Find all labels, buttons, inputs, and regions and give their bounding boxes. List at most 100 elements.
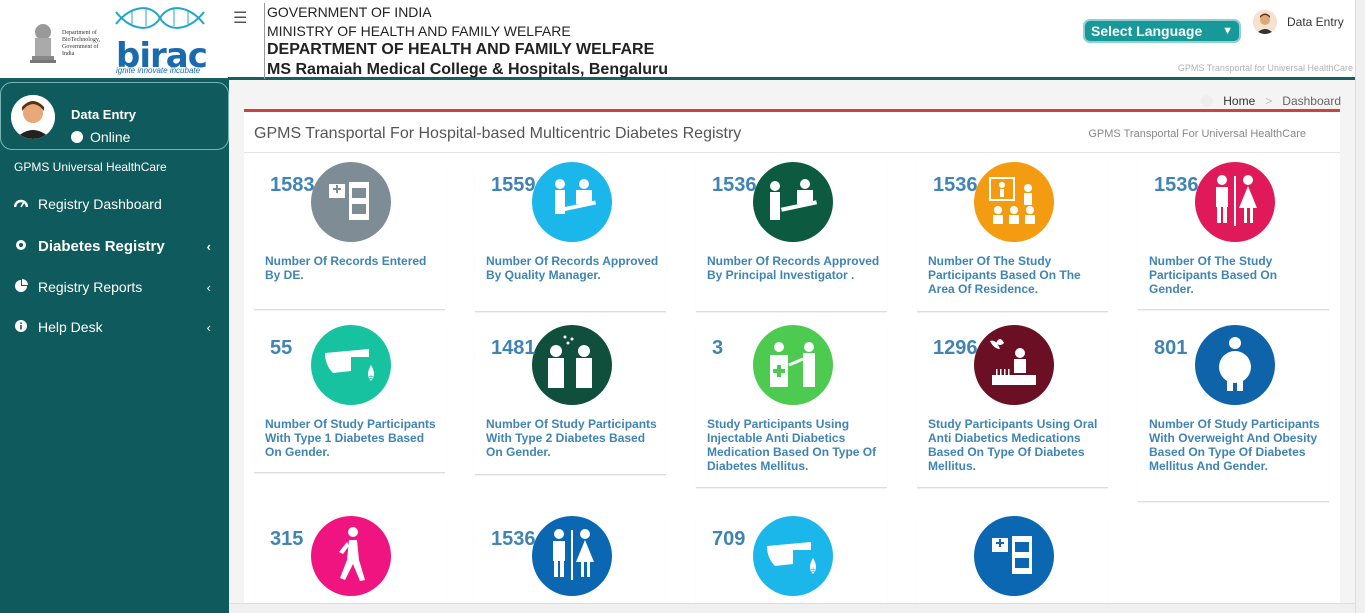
- stat-card-oral-medication[interactable]: 1296 Study Participants Using Oral Anti …: [917, 325, 1108, 488]
- dashboard-icon: [13, 197, 29, 212]
- breadcrumb-home[interactable]: Home: [1223, 94, 1256, 108]
- stat-card-type2-diabetes[interactable]: 1481 Number Of Study Participants With T…: [475, 325, 666, 475]
- chevron-left-icon: ‹: [206, 238, 211, 254]
- chevron-left-icon: ‹: [206, 319, 211, 335]
- emblem-caption: Department of BioTechnology, Government …: [62, 30, 101, 57]
- quality-manager-icon: [532, 162, 612, 242]
- stat-card-quality-manager[interactable]: 1559 Number Of Records Approved By Quali…: [475, 162, 666, 312]
- gear-icon: [14, 239, 28, 254]
- online-status: Online: [71, 129, 130, 145]
- vertical-scrollbar[interactable]: [1355, 0, 1365, 613]
- sidebar-item-label: Diabetes Registry: [38, 237, 165, 255]
- residence-icon: [974, 162, 1054, 242]
- sidebar-item-label: Registry Dashboard: [38, 196, 162, 212]
- birac-wordmark: birac: [116, 36, 208, 76]
- card-count: 1536: [712, 174, 757, 196]
- card-count: 1536: [933, 174, 978, 196]
- breadcrumb-current: Dashboard: [1282, 94, 1341, 108]
- national-emblem-icon: [30, 24, 56, 63]
- oral-medication-icon: [974, 325, 1054, 405]
- breadcrumb-separator: >: [1265, 94, 1273, 108]
- card-label: Number Of Study Participants With Overwe…: [1149, 417, 1320, 473]
- card-label: Number Of Study Participants With Type 1…: [265, 417, 436, 459]
- stat-card-glucose-test[interactable]: ± 709: [696, 516, 887, 613]
- stat-card-area-of-residence[interactable]: 1536 Number Of The Study Participants Ba…: [917, 162, 1108, 312]
- pie-chart-icon: [14, 279, 28, 295]
- card-count: 1536: [491, 528, 536, 550]
- home-icon: [1201, 95, 1214, 107]
- gov-line-2: MINISTRY OF HEALTH AND FAMILY WELFARE: [267, 23, 571, 39]
- gov-line-3: DEPARTMENT OF HEALTH AND FAMILY WELFARE: [267, 41, 655, 58]
- chevron-left-icon: ‹: [206, 279, 211, 295]
- stat-card-records-2[interactable]: [917, 516, 1108, 613]
- gender-icon: [1195, 162, 1275, 242]
- card-count: 55: [270, 337, 293, 359]
- profile-name: Data Entry: [71, 107, 137, 122]
- horizontal-scrollbar[interactable]: [229, 603, 1355, 613]
- status-dot-icon: [71, 131, 83, 143]
- user-menu[interactable]: Data Entry: [1253, 10, 1344, 34]
- panel-subtitle: GPMS Transportal For Universal HealthCar…: [1088, 128, 1306, 140]
- walking-icon: [311, 516, 391, 596]
- user-name: Data Entry: [1287, 15, 1344, 29]
- sidebar-profile: Data Entry Online: [0, 82, 229, 150]
- sidebar-item-help-desk[interactable]: Help Desk ‹: [0, 312, 229, 342]
- panel-title: GPMS Transportal For Hospital-based Mult…: [254, 125, 742, 142]
- stat-card-gender-2[interactable]: 1536: [475, 516, 666, 613]
- status-text: Online: [90, 129, 131, 145]
- card-count: 709: [712, 528, 746, 550]
- sidebar-item-diabetes-registry[interactable]: Diabetes Registry ‹: [0, 231, 229, 261]
- card-label: Number Of Records Approved By Quality Ma…: [486, 254, 659, 282]
- sidebar-org-name: GPMS Universal HealthCare: [14, 160, 167, 174]
- gov-line-4: MS Ramaiah Medical College & Hospitals, …: [267, 61, 668, 78]
- gov-line-1: GOVERNMENT OF INDIA: [267, 4, 432, 20]
- language-select[interactable]: Select Language ▼: [1083, 19, 1241, 43]
- card-label: Number Of Records Approved By Principal …: [707, 254, 880, 282]
- records-icon: [974, 516, 1054, 596]
- panel-divider: [244, 152, 1340, 153]
- type1-diabetes-icon: ±: [311, 325, 391, 405]
- card-label: Study Participants Using Injectable Anti…: [707, 417, 877, 473]
- stat-card-gender[interactable]: 1536 Number Of The Study Participants Ba…: [1138, 162, 1329, 310]
- government-title-block: GOVERNMENT OF INDIA MINISTRY OF HEALTH A…: [264, 3, 668, 79]
- card-count: 1481: [491, 337, 536, 359]
- sidebar-item-label: Help Desk: [38, 319, 103, 335]
- birac-tagline: ignite innovate incubate: [116, 66, 201, 75]
- chevron-down-icon: ▼: [1222, 25, 1233, 37]
- card-label: Number Of Study Participants With Type 2…: [486, 417, 657, 459]
- header-subtitle: GPMS Transportal for Universal HealthCar…: [1177, 63, 1353, 73]
- menu-toggle-icon[interactable]: ☰: [233, 10, 248, 27]
- stat-card-type1-diabetes[interactable]: ± 55 Number Of Study Participants With T…: [254, 325, 445, 473]
- language-select-label: Select Language: [1091, 23, 1203, 39]
- info-icon: [14, 319, 28, 335]
- stat-card-records-entered[interactable]: 1583 Number Of Records Entered By DE.: [254, 162, 445, 310]
- records-icon: [311, 162, 391, 242]
- stat-card-physical-activity[interactable]: 315: [254, 516, 445, 613]
- avatar: [11, 95, 55, 139]
- svg-text:±: ±: [810, 566, 816, 574]
- card-label: Study Participants Using Oral Anti Diabe…: [928, 417, 1098, 473]
- main-content: Home > Dashboard GPMS Transportal For Ho…: [229, 80, 1355, 613]
- injectable-icon: [753, 325, 833, 405]
- breadcrumb: Home > Dashboard: [1201, 94, 1341, 108]
- card-label: Number Of Records Entered By DE.: [265, 254, 427, 282]
- sidebar-item-registry-dashboard[interactable]: Registry Dashboard: [0, 189, 229, 219]
- card-label: Number Of The Study Participants Based O…: [1149, 254, 1278, 296]
- type2-diabetes-icon: [532, 325, 612, 405]
- card-count: 1296: [933, 337, 978, 359]
- stat-card-overweight-obesity[interactable]: 801 Number Of Study Participants With Ov…: [1138, 325, 1329, 502]
- gender-icon: [532, 516, 612, 596]
- stat-card-injectable-medication[interactable]: 3 Study Participants Using Injectable An…: [696, 325, 887, 488]
- card-count: 3: [712, 337, 724, 359]
- card-count: 1583: [270, 174, 315, 196]
- card-label: Number Of The Study Participants Based O…: [928, 254, 1081, 296]
- card-count: 1536: [1154, 174, 1199, 196]
- dashboard-panel: GPMS Transportal For Hospital-based Mult…: [244, 109, 1340, 613]
- sidebar-item-registry-reports[interactable]: Registry Reports ‹: [0, 272, 229, 302]
- birac-logo-icon: [115, 7, 205, 29]
- glucose-test-icon: ±: [753, 516, 833, 596]
- sidebar-item-label: Registry Reports: [38, 279, 143, 295]
- card-count: 315: [270, 528, 304, 550]
- card-count: 1559: [491, 174, 536, 196]
- stat-card-principal-investigator[interactable]: 1536 Number Of Records Approved By Princ…: [696, 162, 887, 312]
